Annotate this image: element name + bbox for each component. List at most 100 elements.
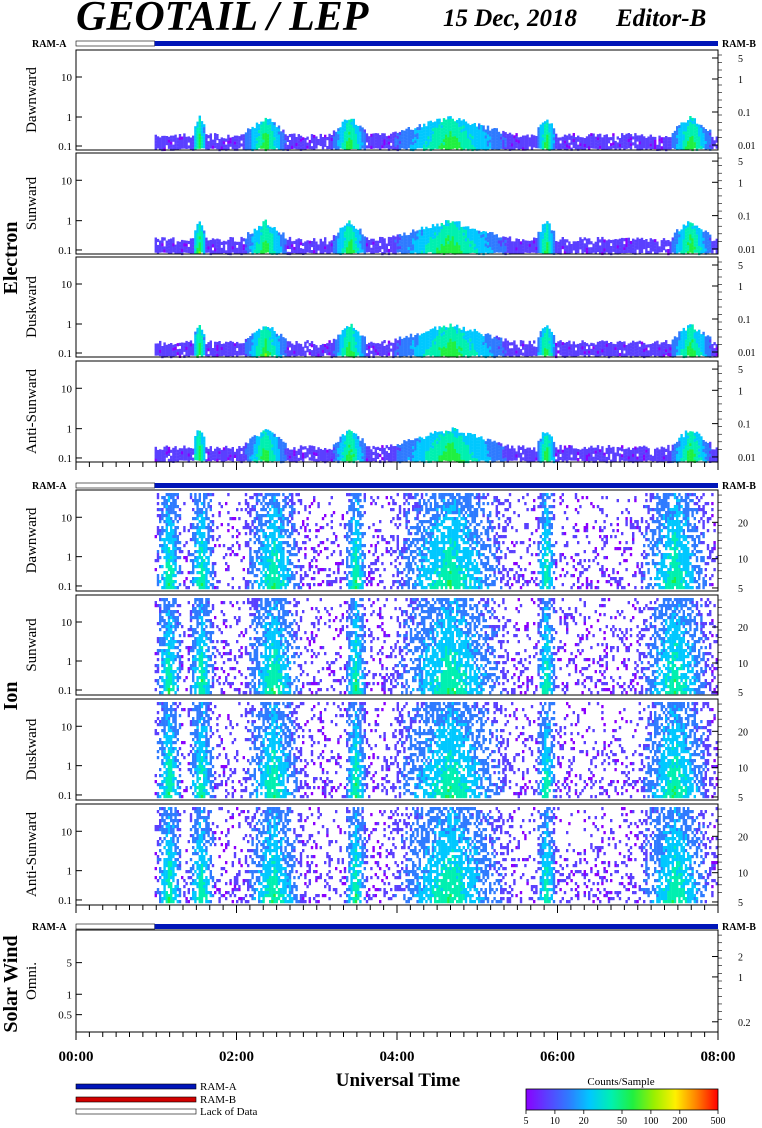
spectrogram-cell [266, 143, 270, 147]
spectrogram-cell [218, 451, 221, 455]
spectrogram-cell [262, 436, 265, 440]
spectrogram-cell [480, 131, 483, 135]
spectrogram-cell [436, 127, 439, 131]
spectrogram-cell [436, 229, 439, 233]
spectrogram-cell [489, 340, 492, 344]
spectrogram-cell [478, 347, 481, 351]
spectrogram-cell [689, 228, 692, 232]
spectrogram-cell [548, 123, 551, 127]
spectrogram-cell [684, 348, 688, 352]
spectrogram-cell [634, 245, 637, 249]
spectrogram-cell [445, 223, 448, 227]
spectrogram-cell [317, 244, 320, 248]
spectrogram-cell [297, 352, 300, 356]
spectrogram-cell [284, 146, 287, 150]
spectrogram-cell [194, 132, 197, 136]
spectrogram-cell [297, 137, 300, 141]
spectrogram-cell [539, 130, 542, 134]
spectrogram-cell [183, 142, 186, 146]
spectrogram-cell [339, 343, 342, 347]
spectrogram-cell [203, 346, 206, 350]
spectrogram-cell [194, 245, 197, 249]
spectrogram-cell [187, 240, 190, 245]
spectrogram-cell [412, 232, 415, 236]
spectrogram-cell [189, 137, 193, 141]
spectrogram-cell [280, 339, 283, 343]
spectrogram-cell [396, 237, 399, 241]
spectrogram-cell [350, 227, 353, 231]
spectrogram-cell [372, 348, 375, 352]
spectrogram-cell [687, 248, 690, 252]
spectrogram-cell [440, 125, 443, 129]
spectrogram-cell [170, 144, 173, 148]
spectrogram-cell [379, 138, 382, 142]
spectrogram-cell [651, 139, 655, 143]
spectrogram-cell [324, 240, 327, 244]
spectrogram-cell [678, 346, 681, 350]
spectrogram-cell [253, 134, 256, 138]
spectrogram-cell [403, 241, 406, 245]
spectrogram-cell [445, 330, 448, 334]
spectrogram-cell [649, 137, 652, 141]
spectrogram-cell [258, 246, 261, 251]
spectrogram-cell [550, 251, 553, 255]
spectrogram-cell [557, 350, 560, 354]
spectrogram-cell [233, 346, 237, 350]
spectrogram-cell [502, 236, 505, 240]
spectrogram-cell [414, 134, 417, 138]
spectrogram-cell [678, 234, 681, 238]
right-tick-label: 5 [738, 261, 743, 272]
spectrogram-cell [381, 139, 384, 143]
spectrogram-cell [359, 134, 362, 138]
spectrogram-cell [585, 241, 589, 245]
spectrogram-cell [170, 238, 173, 242]
spectrogram-cell [225, 147, 228, 151]
spectrogram-cell [299, 135, 303, 139]
spectrogram-cell [403, 133, 406, 137]
spectrogram-cell [627, 349, 630, 353]
spectrogram-cell [473, 123, 476, 127]
spectrogram-cell [181, 457, 184, 461]
spectrogram-cell [288, 143, 292, 147]
spectrogram-cell [559, 346, 562, 350]
spectrogram-cell [244, 247, 248, 251]
spectrogram-cell [511, 244, 514, 248]
spectrogram-cell [676, 250, 679, 254]
spectrogram-cell [482, 231, 485, 235]
spectrogram-cell [693, 243, 696, 247]
spectrogram-cell [561, 136, 564, 140]
spectrogram-cell [376, 346, 380, 350]
spectrogram-cell [253, 228, 256, 232]
spectrogram-cell [238, 250, 241, 254]
spectrogram-cell [447, 116, 450, 120]
spectrogram-cell [412, 340, 415, 344]
spectrogram-cell [486, 342, 490, 346]
spectrogram-cell [181, 448, 184, 452]
spectrogram-cell [196, 241, 199, 246]
spectrogram-cell [506, 133, 509, 138]
spectrogram-cell [434, 335, 437, 339]
spectrogram-cell [350, 121, 353, 125]
spectrogram-cell [198, 334, 201, 338]
spectrogram-cell [251, 348, 254, 352]
spectrogram-cell [552, 134, 556, 138]
spectrogram-cell [339, 236, 342, 240]
spectrogram-cell [579, 343, 582, 347]
spectrogram-cell [581, 248, 584, 252]
spectrogram-cell [319, 348, 322, 352]
spectrogram-cell [427, 334, 430, 338]
spectrogram-cell [335, 137, 338, 141]
spectrogram-cell [689, 330, 692, 334]
spectrogram-cell [304, 247, 307, 251]
spectrogram-cell [456, 342, 459, 346]
spectrogram-cell [293, 246, 296, 251]
spectrogram-cell [216, 247, 219, 251]
spectrogram-cell [240, 143, 243, 147]
spectrogram-cell [383, 142, 386, 146]
spectrogram-cell [181, 242, 184, 247]
spectrogram-cell [643, 240, 646, 244]
spectrogram-cell [352, 142, 355, 146]
spectrogram-cell [405, 338, 408, 343]
spectrogram-cell [682, 242, 685, 246]
spectrogram-cell [475, 245, 479, 249]
